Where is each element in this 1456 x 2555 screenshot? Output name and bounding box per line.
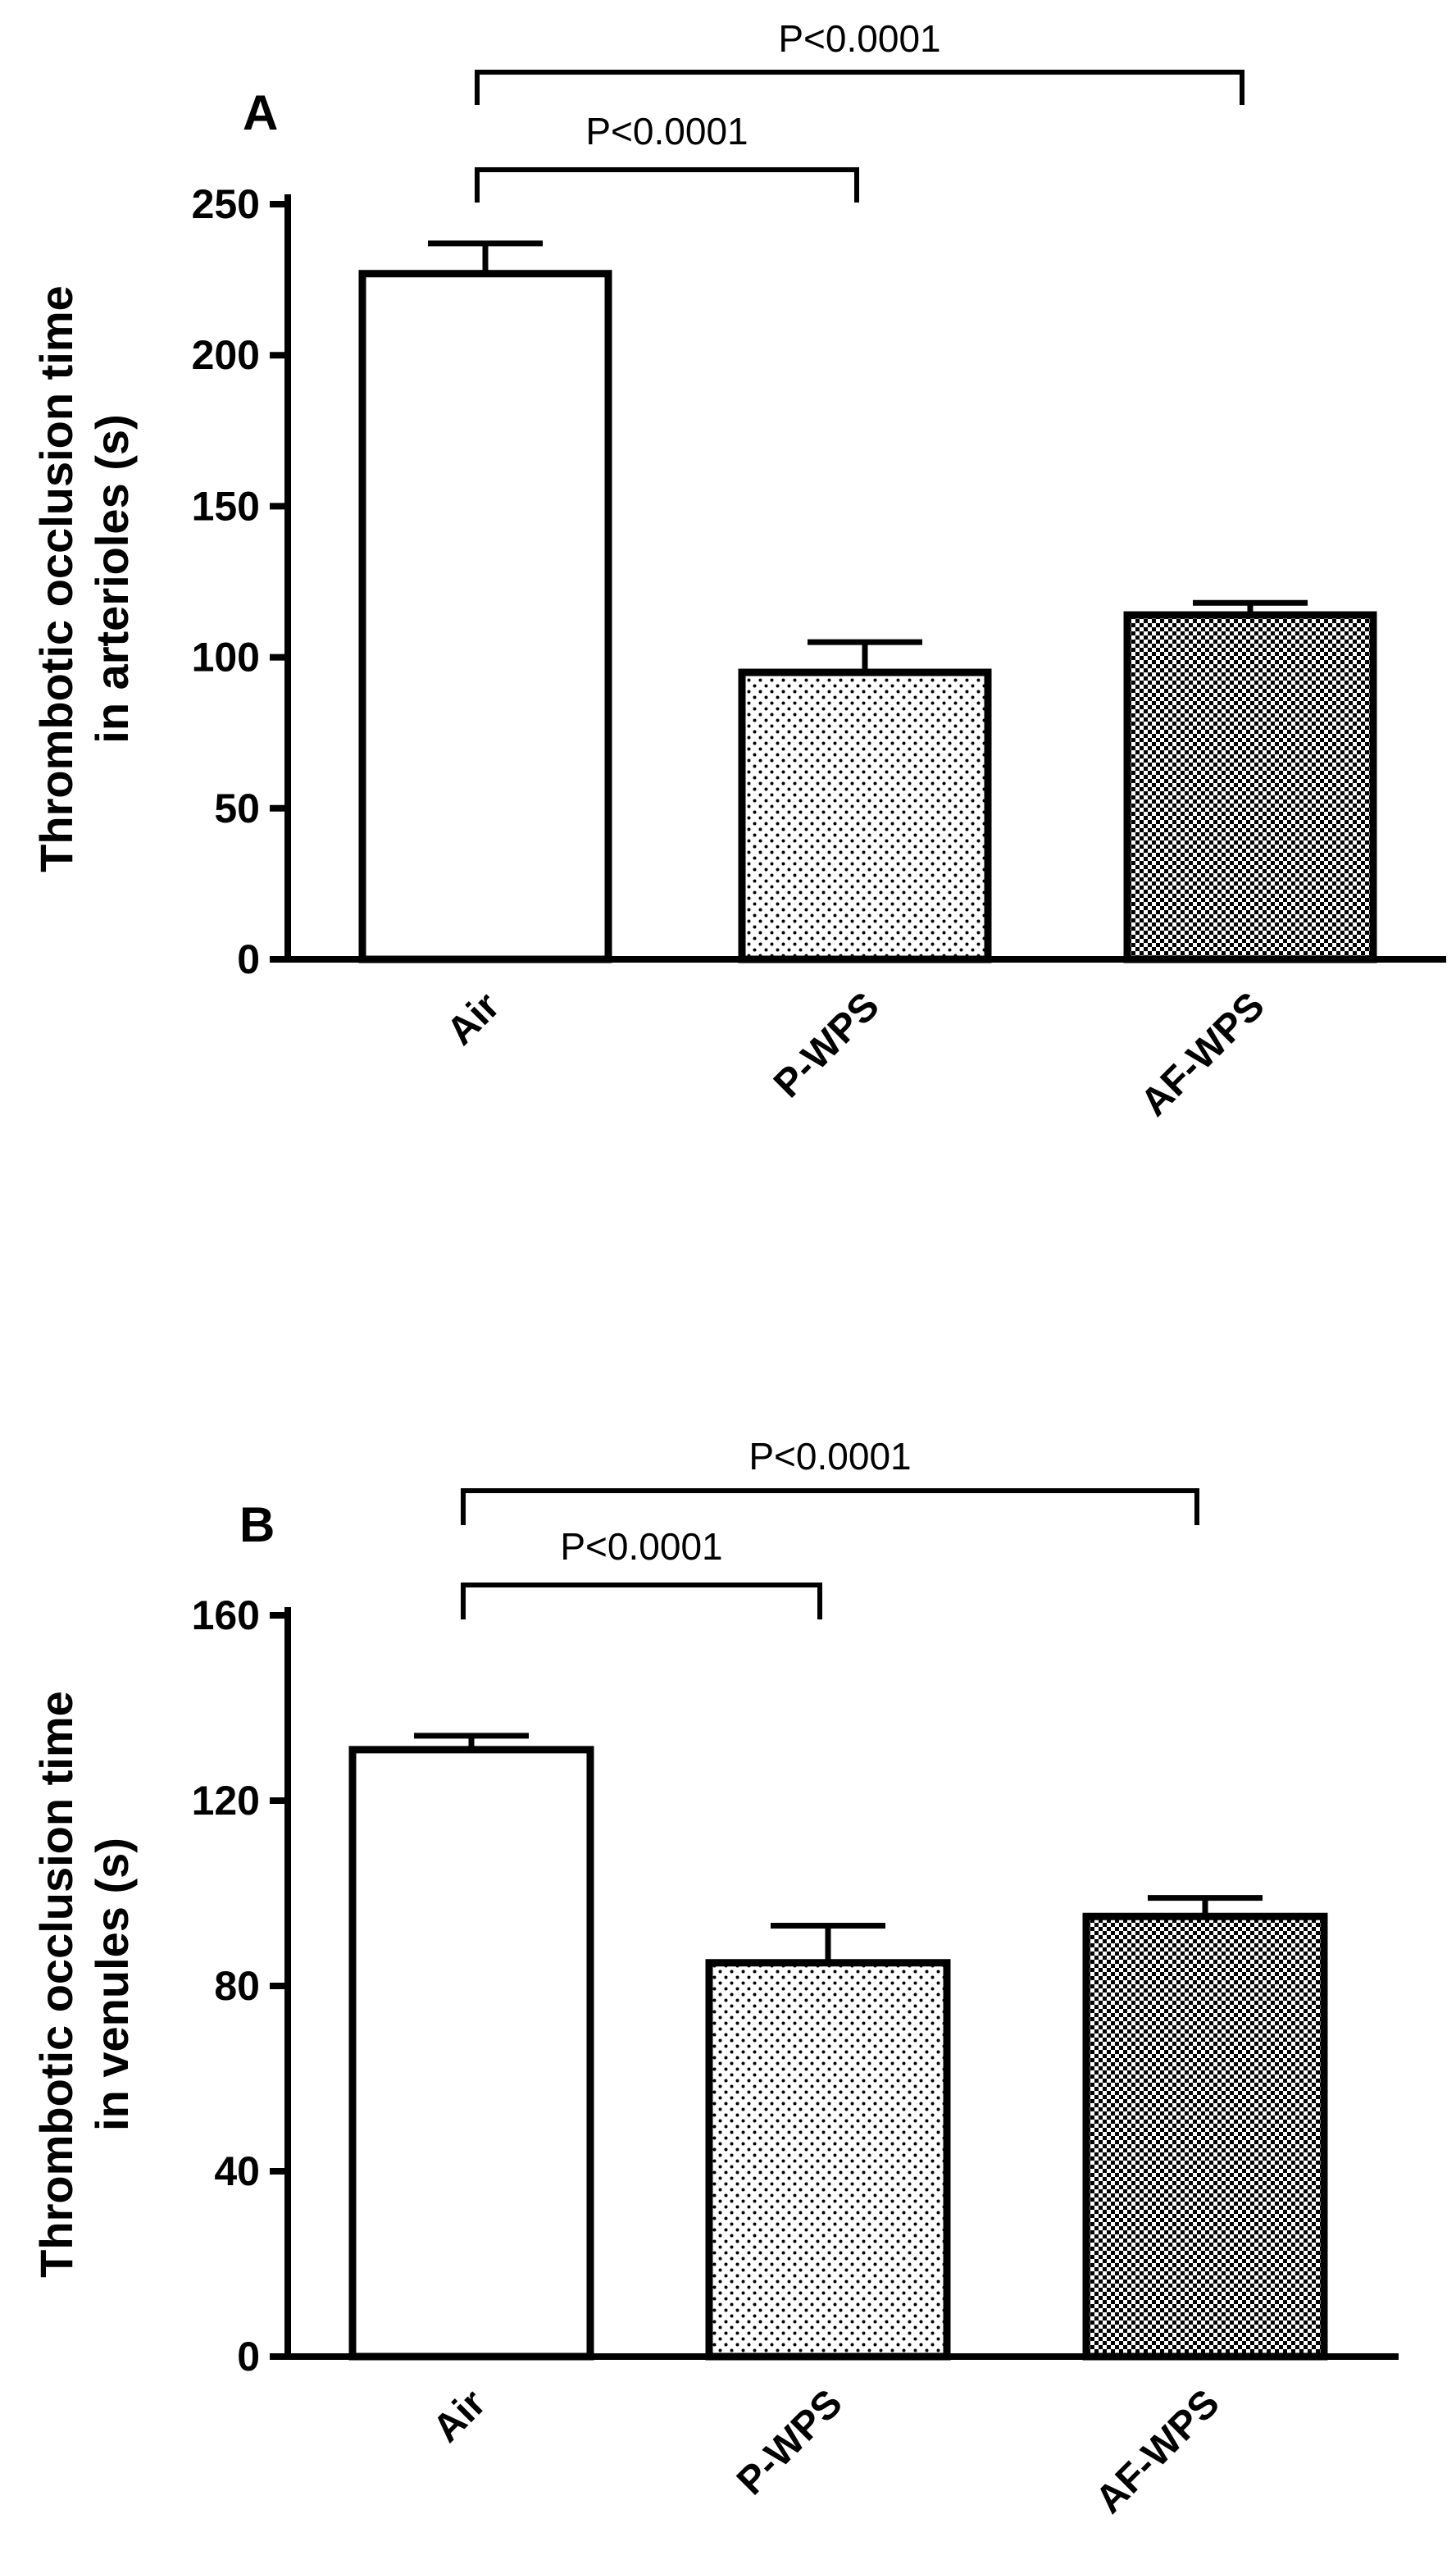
y-tick-label: 120	[192, 1778, 260, 1824]
error-bars	[414, 1733, 1263, 1963]
panel-label: B	[239, 1497, 275, 1552]
bar-af-wps	[1123, 611, 1377, 963]
bar-p-wps	[738, 668, 992, 963]
bar-af-wps	[1082, 1912, 1328, 2361]
significance-bracket-2	[475, 70, 1244, 105]
bars	[358, 270, 1377, 963]
y-axis-title-line-1: Thrombotic occlusion time	[30, 1691, 82, 2278]
y-ticks: 0 40 80 120 160	[192, 1592, 288, 2380]
y-tick-label: 0	[237, 2334, 260, 2380]
y-tick-label: 40	[214, 2148, 260, 2194]
y-tick-label: 80	[214, 1963, 260, 2009]
chart-panel-b: B Thrombotic occlusion time in venules (…	[30, 1435, 1399, 2522]
y-tick-label: 50	[214, 786, 260, 831]
x-tick-label: Air	[439, 984, 508, 1054]
y-axis-title-line-2: in arterioles (s)	[86, 414, 138, 743]
significance-bracket-1	[461, 1583, 822, 1619]
significance-label-1: P<0.0001	[585, 110, 748, 153]
y-tick-label: 150	[192, 483, 260, 529]
significance-brackets: P<0.0001 P<0.0001	[461, 1435, 1199, 1619]
bar-air	[348, 1746, 594, 2361]
significance-brackets: P<0.0001 P<0.0001	[475, 17, 1244, 203]
error-bars	[428, 240, 1308, 673]
significance-bracket-2	[461, 1488, 1199, 1525]
significance-label-2: P<0.0001	[748, 1435, 911, 1478]
x-tick-label: P-WPS	[766, 984, 888, 1106]
x-tick-labels: Air P-WPS AF-WPS	[425, 2381, 1228, 2521]
x-tick-labels: Air P-WPS AF-WPS	[439, 984, 1273, 1124]
y-tick-label: 100	[192, 635, 260, 681]
significance-label-2: P<0.0001	[778, 17, 940, 60]
y-ticks: 0 50 100 150 200 250	[192, 181, 288, 982]
panel-label: A	[243, 85, 278, 140]
y-tick-label: 160	[192, 1592, 260, 1638]
chart-panel-a: A Thrombotic occlusion time in arteriole…	[30, 17, 1446, 1125]
significance-bracket-1	[475, 167, 859, 203]
y-tick-label: 0	[237, 936, 260, 982]
x-tick-label: Air	[425, 2381, 494, 2451]
x-tick-label: P-WPS	[729, 2381, 851, 2503]
bar-p-wps	[705, 1959, 951, 2361]
x-tick-label: AF-WPS	[1087, 2381, 1227, 2521]
bar-air	[358, 270, 612, 963]
y-axis-title-line-2: in venules (s)	[86, 1838, 138, 2131]
significance-label-1: P<0.0001	[560, 1525, 722, 1568]
bars	[348, 1746, 1328, 2361]
x-tick-label: AF-WPS	[1132, 984, 1272, 1124]
y-axis-title-line-1: Thrombotic occlusion time	[30, 285, 82, 872]
y-tick-label: 200	[192, 332, 260, 378]
y-tick-label: 250	[192, 181, 260, 227]
